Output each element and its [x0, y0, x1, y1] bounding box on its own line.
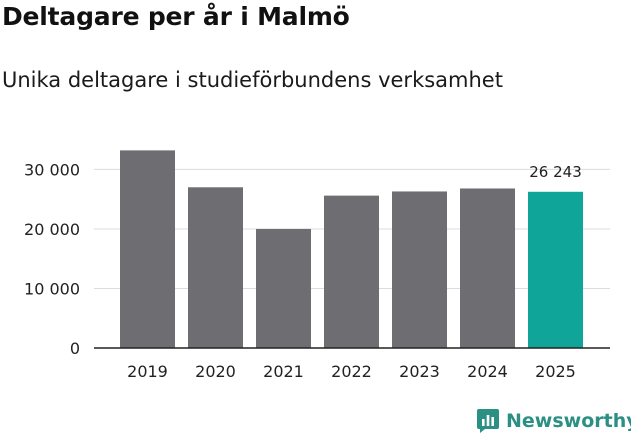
y-tick-label: 10 000 — [24, 279, 80, 298]
bar-2023 — [392, 191, 447, 348]
bar-2020 — [188, 187, 243, 348]
bar-2019 — [120, 150, 175, 348]
x-tick-label: 2024 — [467, 362, 508, 381]
y-tick-label: 20 000 — [24, 220, 80, 239]
data-labels: 26 243 — [529, 163, 582, 181]
bar-2025 — [528, 191, 583, 348]
x-tick-label: 2020 — [195, 362, 236, 381]
bar-2021 — [256, 228, 311, 348]
x-tick-label: 2019 — [127, 362, 168, 381]
newsworthy-logo: Newsworthy — [476, 408, 631, 434]
y-tick-label: 0 — [70, 339, 80, 358]
y-axis-ticks: 0 10 000 20 000 30 000 — [24, 160, 80, 358]
bar-2024 — [460, 188, 515, 348]
y-tick-label: 30 000 — [24, 160, 80, 179]
chart-subtitle: Unika deltagare i studieförbundens verks… — [2, 68, 503, 92]
data-label: 26 243 — [529, 163, 582, 181]
x-tick-label: 2023 — [399, 362, 440, 381]
bars — [120, 150, 583, 348]
x-tick-label: 2021 — [263, 362, 304, 381]
x-axis-ticks: 2019 2020 2021 2022 2023 2024 2025 — [127, 362, 576, 381]
bar-2022 — [324, 195, 379, 348]
chart-title: Deltagare per år i Malmö — [2, 2, 350, 31]
x-tick-label: 2025 — [535, 362, 576, 381]
brand-name: Newsworthy — [506, 410, 631, 432]
x-tick-label: 2022 — [331, 362, 372, 381]
newsworthy-logo-icon — [477, 409, 499, 433]
